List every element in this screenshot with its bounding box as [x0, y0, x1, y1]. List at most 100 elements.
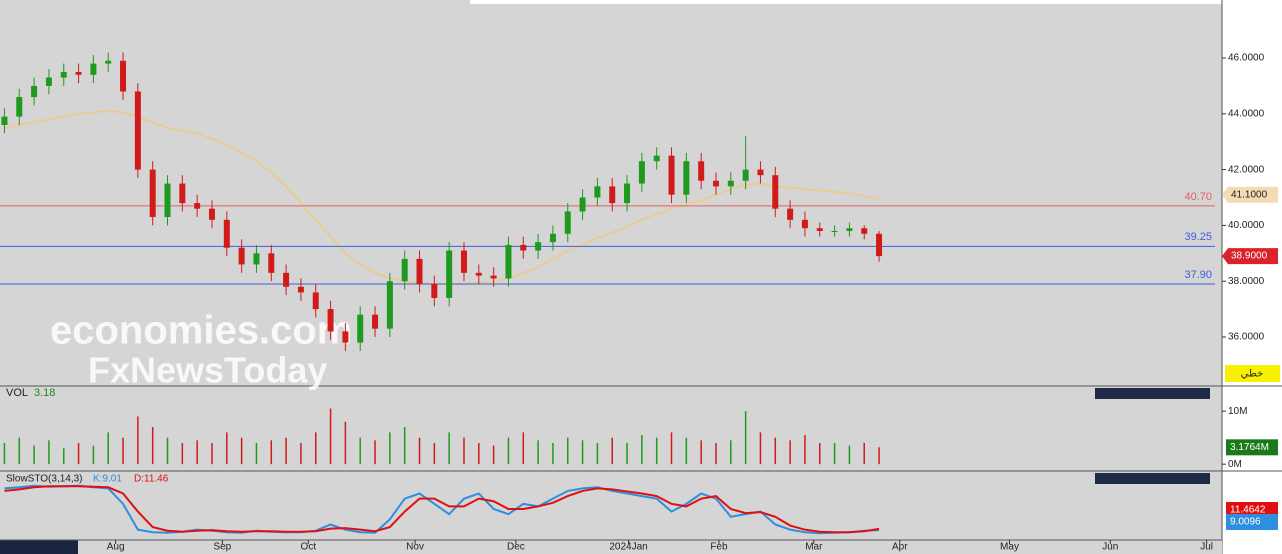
style-label[interactable]: خطي — [1241, 369, 1264, 380]
candle-body — [579, 197, 586, 212]
candle-body — [297, 286, 304, 293]
level-label: 40.70 — [1184, 191, 1212, 203]
watermark: FxNewsToday — [88, 350, 327, 391]
candle-body — [624, 183, 631, 204]
style-button[interactable] — [1225, 365, 1280, 382]
candle-body — [253, 253, 260, 265]
candle-body — [342, 331, 349, 343]
candle-body — [742, 169, 749, 181]
candle-body — [876, 233, 883, 257]
candle-body — [757, 169, 764, 176]
candle-body — [283, 272, 290, 287]
x-tick-label: May — [1000, 542, 1019, 553]
x-tick-label: Nov — [406, 542, 424, 553]
candle-body — [787, 208, 794, 220]
stoch-tag — [1226, 514, 1278, 530]
d-label: D:11.46 — [134, 474, 169, 485]
candle-body — [120, 60, 127, 92]
candle-body — [609, 186, 616, 204]
y-tick-label: 10M — [1228, 406, 1247, 417]
stoch-d — [4, 485, 880, 534]
candle-body — [386, 281, 393, 329]
panel-toolbar[interactable] — [1095, 473, 1210, 484]
candle-body — [16, 97, 23, 117]
price-tag — [1222, 186, 1278, 203]
candle-body — [683, 161, 690, 195]
level-label: 39.25 — [1184, 231, 1212, 243]
candle-body — [134, 91, 141, 170]
candle-body — [60, 71, 67, 78]
x-tick-label: Feb — [710, 542, 728, 553]
watermark: economies.com — [50, 309, 352, 353]
candle-body — [475, 272, 482, 276]
candle-body — [164, 183, 171, 218]
candle-body — [712, 180, 719, 187]
x-tick-label: Jul — [1200, 542, 1213, 553]
stoch-k — [4, 484, 880, 535]
candle-body — [831, 230, 838, 232]
candle-body — [223, 219, 230, 248]
candle-body — [861, 228, 868, 234]
candle-body — [31, 85, 38, 98]
y-tick-label: 36.0000 — [1228, 332, 1265, 343]
candle-body — [238, 247, 245, 265]
x-axis-bar — [0, 540, 1222, 554]
right-axis-background — [1222, 0, 1282, 554]
x-tick-label: 2024Jan — [609, 542, 647, 553]
volume-tag-label: 3.1764M — [1230, 442, 1269, 453]
candle-body — [179, 183, 186, 204]
candle-body — [194, 203, 201, 209]
y-tick-label: 0M — [1228, 459, 1242, 470]
k-label: K:9.01 — [93, 474, 122, 485]
candle-body — [772, 175, 779, 209]
volume-last: 3.18 — [34, 387, 55, 399]
candle-body — [416, 258, 423, 285]
candle-body — [75, 71, 82, 75]
candle-body — [105, 60, 112, 64]
panel-title: SlowSTO(3,14,3) — [6, 474, 83, 485]
price-tag-label: 41.1000 — [1231, 189, 1268, 200]
price-tag — [1222, 248, 1278, 265]
candle-body — [1, 116, 8, 125]
candle-body — [846, 228, 853, 231]
candle-body — [446, 250, 453, 298]
candle-body — [490, 275, 497, 279]
y-tick-label: 38.0000 — [1228, 276, 1265, 287]
candle-body — [357, 314, 364, 343]
candle-body — [638, 161, 645, 184]
level-label: 37.90 — [1184, 269, 1212, 281]
candle-body — [698, 161, 705, 181]
candle-body — [90, 63, 97, 75]
candle-body — [505, 244, 512, 279]
y-tick-label: 42.0000 — [1228, 164, 1265, 175]
candle-body — [312, 292, 319, 310]
plot-background — [0, 0, 1222, 540]
x-tick-label: Jun — [1102, 542, 1118, 553]
top-strip — [470, 0, 1222, 4]
x-tick-label: Apr — [892, 542, 908, 553]
y-tick-label: 44.0000 — [1228, 108, 1265, 119]
candle-body — [268, 253, 275, 273]
candle-body — [520, 244, 527, 251]
candle-body — [727, 180, 734, 187]
stoch-tag-label: 11.4642 — [1230, 505, 1266, 516]
x-tick-label: Sep — [213, 542, 231, 553]
candle-body — [801, 219, 808, 229]
candle-body — [594, 186, 601, 198]
candle-body — [460, 250, 467, 273]
candle-body — [668, 155, 675, 195]
candle-body — [431, 284, 438, 298]
y-tick-label: 40.0000 — [1228, 220, 1265, 231]
y-tick-label: 46.0000 — [1228, 53, 1265, 64]
candle-body — [327, 309, 334, 332]
price-tag-label: 38.9000 — [1231, 251, 1268, 262]
candle-body — [564, 211, 571, 234]
candle-body — [401, 258, 408, 282]
candle-body — [535, 242, 542, 251]
candle-body — [549, 233, 556, 243]
x-tick-label: Dec — [507, 542, 525, 553]
panel-toolbar[interactable] — [1095, 388, 1210, 399]
candle-body — [816, 228, 823, 231]
candle-body — [372, 314, 379, 329]
